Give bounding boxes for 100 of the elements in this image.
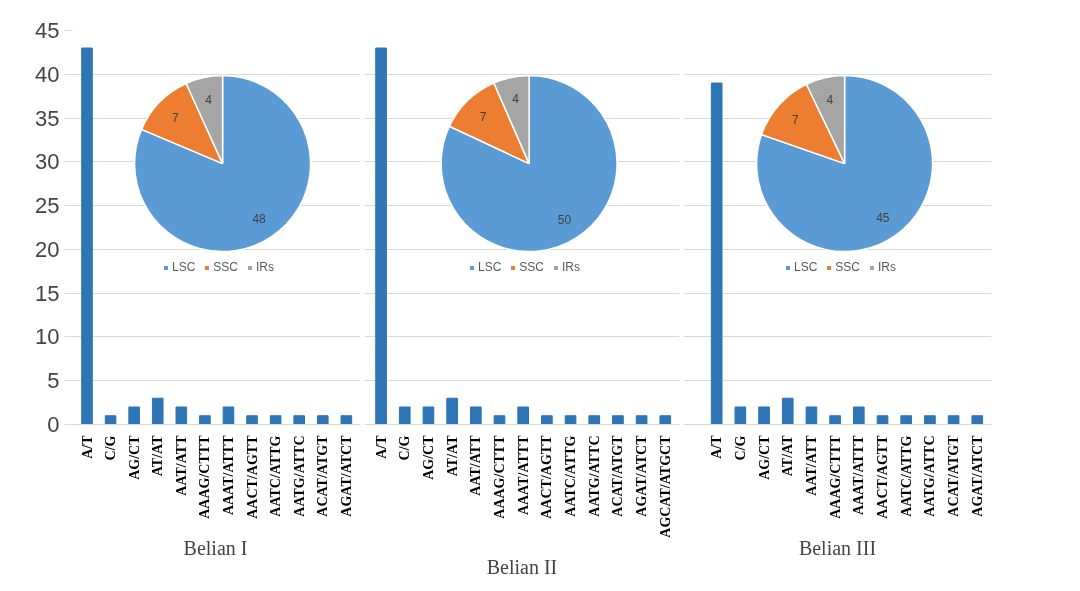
bar	[635, 415, 648, 425]
x-tick-label: AACT/AGTT	[875, 434, 891, 519]
bar	[446, 397, 458, 425]
legend-label: IRs	[562, 260, 582, 274]
y-tick-label: 20	[35, 236, 60, 262]
data-label: 4	[205, 92, 213, 107]
x-tick-label: AAT/ATT	[173, 434, 189, 496]
bar	[493, 415, 506, 425]
x-tick-label: AATC/ATTG	[268, 435, 284, 517]
bar	[564, 415, 577, 425]
x-tick-label: A/T	[79, 434, 95, 459]
y-tick-label: 10	[35, 324, 60, 350]
x-tick-label: AAAG/CTTT	[197, 434, 213, 519]
x-tick-label: AAAT/ATTT	[515, 434, 531, 516]
x-tick-label: AT/AT	[150, 434, 166, 477]
x-tick-label: AGCAT/ATGCT	[657, 434, 673, 538]
legend-label: SSC	[519, 260, 545, 274]
bar	[781, 397, 794, 425]
bar	[422, 406, 435, 425]
bar	[588, 415, 601, 425]
bar	[758, 406, 770, 425]
x-tick-label: AATC/ATTG	[563, 435, 579, 517]
x-tick-label: ACAT/ATGT	[946, 434, 962, 517]
data-label: 7	[171, 111, 179, 126]
bar	[900, 415, 913, 425]
data-label: 7	[792, 113, 800, 128]
y-tick-label: 15	[35, 280, 60, 306]
bar	[876, 415, 889, 425]
bar	[293, 415, 305, 425]
legend-label: IRs	[878, 260, 898, 274]
bar	[246, 415, 258, 425]
x-tick-label: AG/CT	[420, 434, 436, 480]
x-tick-label: AAAT/ATTT	[851, 434, 867, 516]
bar	[659, 415, 672, 425]
data-label: 7	[479, 109, 487, 124]
x-tick-label: AACT/AGTT	[244, 434, 260, 519]
bar	[222, 406, 235, 425]
y-tick-label: 5	[47, 368, 60, 394]
bar	[104, 415, 117, 425]
x-tick-label: A/T	[709, 434, 725, 459]
legend-label: LSC	[478, 260, 502, 274]
x-tick-label: AAAT/ATTT	[220, 434, 236, 516]
x-tick-label: AAAG/CTTT	[827, 434, 843, 519]
bar	[852, 406, 865, 425]
x-tick-label: ACAT/ATGT	[315, 434, 331, 517]
bar	[805, 406, 818, 425]
bar	[710, 82, 723, 425]
x-axis-title: Belian II	[486, 555, 558, 578]
x-tick-label: AT/AT	[444, 434, 460, 477]
bar	[829, 415, 841, 425]
x-tick-label: C/G	[397, 435, 413, 461]
x-tick-label: AG/CT	[126, 434, 142, 480]
bar	[517, 406, 530, 425]
legend-label: SSC	[835, 260, 861, 274]
y-tick-label: 30	[35, 149, 60, 175]
x-tick-label: AAT/ATT	[468, 434, 484, 496]
x-tick-label: AATG/ATTC	[922, 435, 938, 517]
y-tick-label: 45	[35, 18, 60, 43]
legend-label: LSC	[794, 260, 818, 274]
bar	[734, 406, 747, 425]
bar	[269, 415, 282, 425]
x-tick-label: C/G	[103, 435, 119, 461]
x-tick-label: AGAT/ATCT	[338, 434, 354, 517]
bar	[541, 415, 553, 425]
x-axis-title: Belian I	[183, 536, 248, 559]
bar	[947, 415, 960, 425]
bar	[924, 415, 936, 425]
data-label: 45	[876, 210, 890, 225]
legend-label: SSC	[213, 260, 239, 274]
x-tick-label: AGAT/ATCT	[634, 434, 650, 517]
bar	[81, 47, 93, 425]
bar	[199, 415, 211, 425]
bar	[340, 415, 353, 425]
x-tick-label: AT/AT	[780, 434, 796, 477]
x-tick-label: AAAG/CTTT	[492, 434, 507, 519]
x-axis-title: Belian III	[798, 536, 877, 559]
bar	[398, 406, 411, 425]
x-tick-label: AG/CT	[756, 434, 772, 480]
bar	[469, 406, 482, 425]
data-label: 4	[826, 92, 834, 107]
bar	[316, 415, 329, 425]
y-tick-label: 40	[35, 61, 60, 87]
x-tick-label: C/G	[732, 435, 748, 461]
x-tick-label: AATG/ATTC	[291, 435, 307, 517]
x-tick-label: AATC/ATTG	[898, 435, 914, 517]
y-tick-label: 25	[35, 193, 60, 219]
bar	[612, 415, 624, 425]
x-tick-label: AATG/ATTC	[586, 435, 602, 517]
y-tick-label: 35	[35, 105, 60, 131]
x-tick-label: ACAT/ATGT	[610, 434, 626, 517]
bar	[128, 406, 140, 425]
data-label: 48	[252, 212, 267, 227]
bar	[971, 415, 984, 425]
bar	[375, 47, 387, 425]
legend-label: LSC	[172, 260, 196, 274]
y-tick-label: 0	[47, 412, 60, 437]
bar	[151, 397, 164, 425]
legend-label: IRs	[256, 260, 276, 274]
x-tick-label: AACT/AGTT	[539, 434, 555, 519]
x-tick-label: AAT/ATT	[803, 434, 819, 496]
